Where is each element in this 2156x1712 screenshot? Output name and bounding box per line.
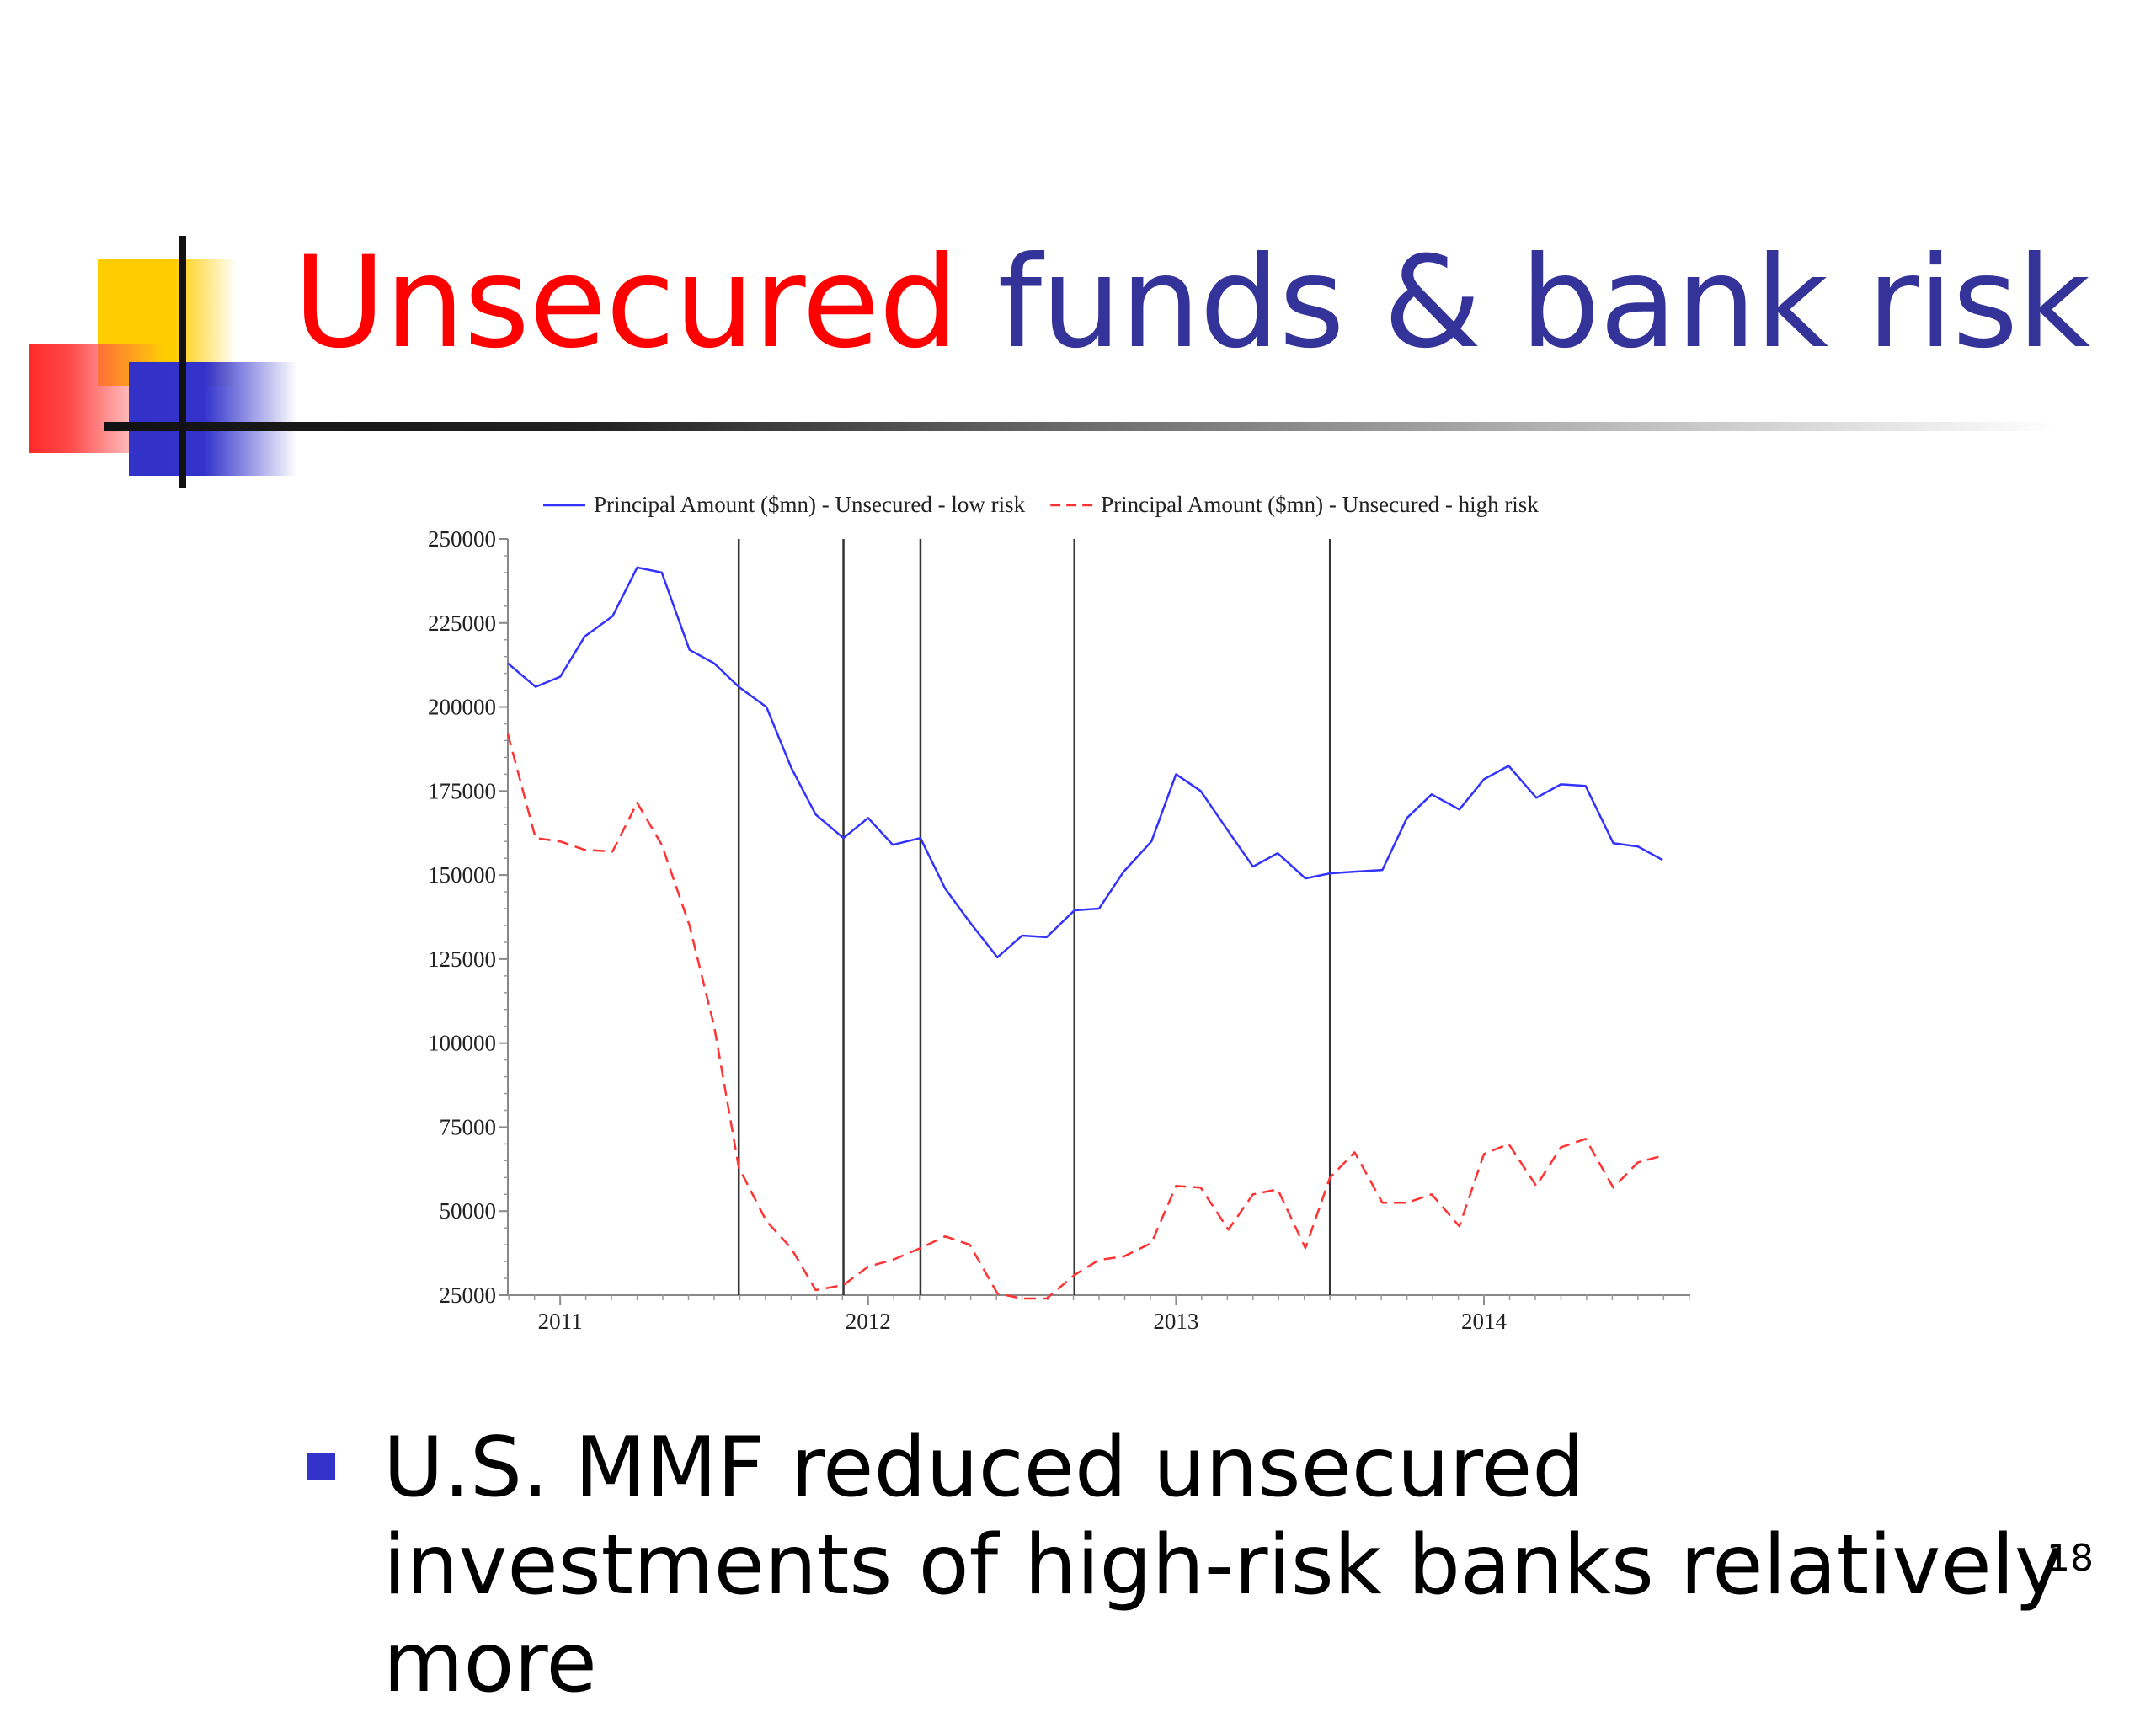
bullet-marker: [307, 1453, 335, 1480]
y-tick-label: 75000: [440, 1114, 497, 1139]
y-tick-label: 50000: [440, 1198, 497, 1224]
legend-label: Principal Amount ($mn) - Unsecured - hig…: [1101, 492, 1539, 517]
x-tick-label: 2011: [538, 1309, 583, 1334]
y-tick-label: 125000: [428, 947, 496, 972]
y-tick-label: 175000: [428, 778, 496, 803]
decor-blue-square: [129, 362, 297, 476]
x-tick-label: 2014: [1461, 1309, 1508, 1334]
title-underline: [104, 422, 2057, 431]
x-tick-label: 2013: [1153, 1309, 1198, 1334]
series-line-low-risk: [507, 566, 1663, 959]
y-tick-label: 225000: [428, 611, 496, 636]
y-tick-label: 150000: [428, 862, 496, 888]
y-tick-label: 200000: [428, 695, 496, 720]
y-tick-label: 250000: [428, 526, 496, 552]
line-chart: 25000 50000 75000 100000 125000 150000 175000 2…: [428, 492, 1690, 1334]
x-tick-label: 2012: [846, 1309, 891, 1334]
slide-title: Unsecured funds & bank risk: [293, 240, 2090, 366]
y-tick-label: 100000: [428, 1031, 496, 1056]
slide-title-rest: funds & bank risk: [997, 230, 2090, 376]
slide-title-highlight: Unsecured: [293, 230, 959, 376]
y-tick-label: 25000: [440, 1283, 497, 1308]
series-line-high-risk: [506, 733, 1663, 1300]
legend-label: Principal Amount ($mn) - Unsecured - low…: [594, 492, 1026, 517]
decor-vertical-rule: [179, 236, 186, 488]
page-number: 18: [2047, 1537, 2094, 1580]
bullet-text: U.S. MMF reduced unsecured investments o…: [383, 1420, 2063, 1711]
